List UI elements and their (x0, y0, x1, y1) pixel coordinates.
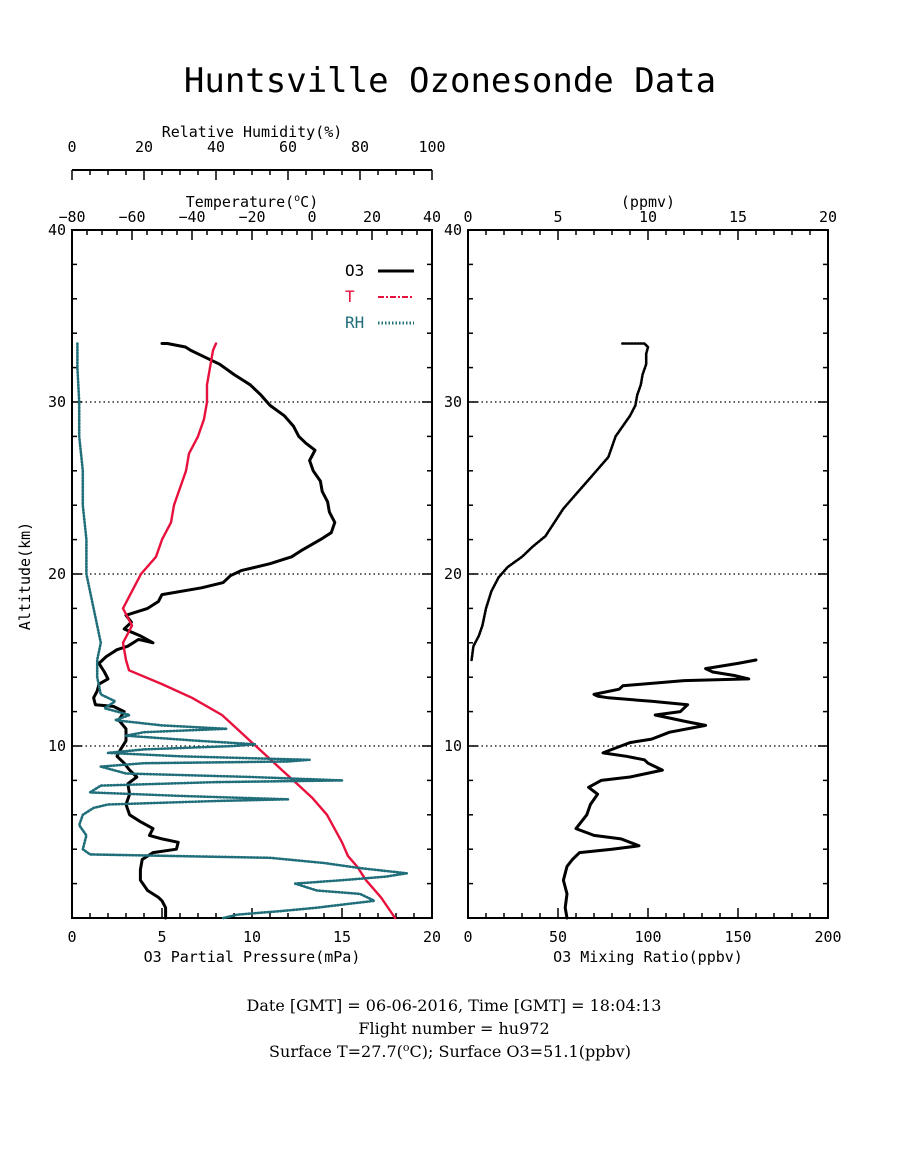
rh-tick-label: 20 (135, 138, 153, 156)
left-panel: 0 5 10 15 20 −80 −60 −40 −20 0 20 40 0 20 40 60 80 100 10 2… (16, 123, 446, 966)
mixing-ratio-tick-label: 100 (634, 928, 661, 946)
rh-axis-label: Relative Humidity(%) (162, 123, 343, 141)
left-altitude-tick-label: 20 (48, 565, 66, 583)
rh-tick-label: 100 (418, 138, 445, 156)
series-rh-line (76, 342, 409, 920)
rh-tick-label: 0 (67, 138, 76, 156)
mixing-ratio-tick-label: 50 (549, 928, 567, 946)
temperature-axis-label: Temperature(oC) (186, 193, 318, 211)
o3-pp-tick-label: 0 (67, 928, 76, 946)
left-series (76, 342, 409, 920)
mixing-ratio-axis-label: O3 Mixing Ratio(ppbv) (553, 948, 743, 966)
mixing-ratio-tick-label: 150 (724, 928, 751, 946)
rh-tick-label: 60 (279, 138, 297, 156)
right-axis-ticks: 0 50 100 150 200 0 5 10 15 20 10 20 30 40 (444, 208, 842, 946)
right-altitude-tick-label: 10 (444, 737, 462, 755)
rh-tick-label: 40 (207, 138, 225, 156)
ppmv-tick-label: 10 (639, 208, 657, 226)
series-ppmv-line (470, 342, 650, 662)
ppmv-tick-label: 5 (553, 208, 562, 226)
right-altitude-tick-label: 20 (444, 565, 462, 583)
legend-o3-label: O3 (345, 261, 364, 280)
mixing-ratio-tick-label: 0 (463, 928, 472, 946)
right-altitude-tick-label: 40 (444, 221, 462, 239)
ppmv-tick-label: 20 (819, 208, 837, 226)
ppmv-axis-label: (ppmv) (621, 193, 675, 211)
chart-title: Huntsville Ozonesonde Data (184, 61, 716, 101)
right-panel: 0 50 100 150 200 0 5 10 15 20 10 20 30 40 O3 Mixing R… (444, 193, 842, 966)
o3-pp-tick-label: 15 (333, 928, 351, 946)
legend-t-label: T (345, 287, 355, 306)
right-series (470, 342, 758, 920)
left-gridlines (72, 401, 432, 747)
temperature-tick-label: −20 (238, 208, 265, 226)
left-axis-ticks: 0 5 10 15 20 −80 −60 −40 −20 0 20 40 0 20 40 60 80 100 10 2… (48, 138, 446, 946)
temperature-tick-label: −80 (58, 208, 85, 226)
o3-pp-tick-label: 10 (243, 928, 261, 946)
temperature-tick-label: 40 (423, 208, 441, 226)
series-t-line (121, 342, 397, 920)
right-altitude-tick-label: 30 (444, 393, 462, 411)
series-o3-line (92, 342, 337, 920)
footer-surface-values: Surface T=27.7(oC); Surface O3=51.1(ppbv… (269, 1041, 631, 1061)
legend: O3 T RH (345, 261, 414, 332)
left-altitude-tick-label: 40 (48, 221, 66, 239)
left-altitude-tick-label: 10 (48, 737, 66, 755)
footer-date-time: Date [GMT] = 06-06-2016, Time [GMT] = 18… (247, 996, 662, 1015)
temperature-tick-label: −40 (178, 208, 205, 226)
altitude-axis-label: Altitude(km) (16, 522, 34, 630)
rh-tick-label: 80 (351, 138, 369, 156)
temperature-tick-label: 20 (363, 208, 381, 226)
temperature-tick-label: 0 (307, 208, 316, 226)
left-altitude-tick-label: 30 (48, 393, 66, 411)
o3-pp-axis-label: O3 Partial Pressure(mPa) (144, 948, 361, 966)
legend-rh-label: RH (345, 313, 364, 332)
right-gridlines (468, 401, 828, 747)
o3-pp-tick-label: 20 (423, 928, 441, 946)
ppmv-tick-label: 15 (729, 208, 747, 226)
temperature-tick-label: −60 (118, 208, 145, 226)
mixing-ratio-tick-label: 200 (814, 928, 841, 946)
series-mixing-ratio-line (561, 658, 758, 920)
footer-flight-number: Flight number = hu972 (358, 1019, 549, 1038)
o3-pp-tick-label: 5 (157, 928, 166, 946)
ppmv-tick-label: 0 (463, 208, 472, 226)
